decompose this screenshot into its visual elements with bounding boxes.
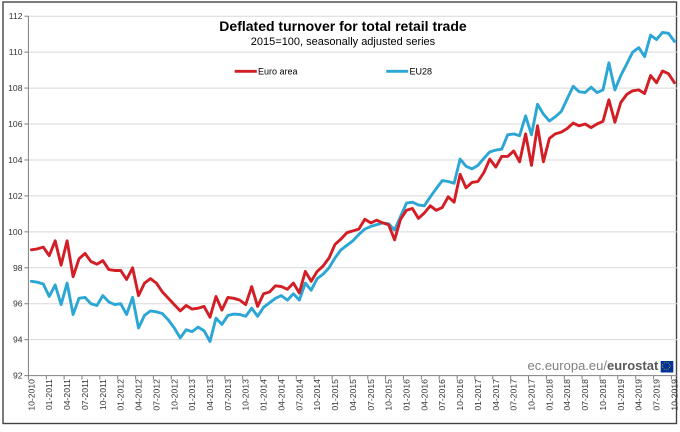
svg-text:04-2012: 04-2012 bbox=[134, 379, 144, 411]
svg-text:10-2015: 10-2015 bbox=[384, 379, 394, 411]
svg-text:10-2012: 10-2012 bbox=[169, 379, 179, 411]
svg-text:106: 106 bbox=[8, 119, 23, 129]
svg-text:112: 112 bbox=[9, 11, 23, 21]
svg-text:100: 100 bbox=[8, 227, 23, 237]
svg-text:04-2016: 04-2016 bbox=[419, 379, 429, 411]
svg-text:01-2016: 01-2016 bbox=[402, 379, 412, 411]
svg-text:94: 94 bbox=[13, 335, 23, 345]
svg-text:2015=100, seasonally adjusted: 2015=100, seasonally adjusted series bbox=[251, 36, 436, 48]
svg-text:07-2011: 07-2011 bbox=[80, 379, 90, 410]
svg-text:04-2011: 04-2011 bbox=[62, 379, 72, 410]
svg-text:04-2015: 04-2015 bbox=[348, 379, 358, 411]
svg-text:07-2015: 07-2015 bbox=[366, 379, 376, 411]
svg-text:01-2018: 01-2018 bbox=[544, 379, 554, 411]
svg-text:01-2019: 01-2019 bbox=[616, 379, 626, 411]
svg-text:04-2013: 04-2013 bbox=[205, 379, 215, 411]
svg-text:98: 98 bbox=[13, 263, 23, 273]
svg-text:01-2012: 01-2012 bbox=[116, 379, 126, 411]
svg-text:96: 96 bbox=[13, 299, 23, 309]
svg-text:Deflated turnover for total re: Deflated turnover for total retail trade bbox=[219, 18, 467, 34]
svg-text:07-2013: 07-2013 bbox=[223, 379, 233, 411]
svg-text:10-2013: 10-2013 bbox=[241, 379, 251, 411]
svg-text:104: 104 bbox=[8, 155, 23, 165]
svg-text:10-2011: 10-2011 bbox=[98, 379, 108, 410]
svg-text:10-2014: 10-2014 bbox=[312, 379, 322, 411]
svg-text:10-2019: 10-2019 bbox=[669, 379, 679, 411]
svg-text:10-2010: 10-2010 bbox=[26, 379, 36, 411]
svg-text:04-2017: 04-2017 bbox=[491, 379, 501, 411]
svg-text:102: 102 bbox=[8, 191, 23, 201]
svg-text:07-2018: 07-2018 bbox=[580, 379, 590, 411]
svg-text:04-2018: 04-2018 bbox=[562, 379, 572, 411]
svg-text:07-2016: 07-2016 bbox=[437, 379, 447, 411]
svg-text:01-2011: 01-2011 bbox=[44, 379, 54, 410]
svg-text:01-2014: 01-2014 bbox=[259, 379, 269, 411]
svg-text:eurostat: eurostat bbox=[607, 358, 659, 373]
svg-text:04-2019: 04-2019 bbox=[634, 379, 644, 411]
svg-text:ec.europa.eu/: ec.europa.eu/ bbox=[527, 358, 607, 373]
svg-text:07-2017: 07-2017 bbox=[509, 379, 519, 411]
svg-text:10-2016: 10-2016 bbox=[455, 379, 465, 411]
svg-text:EU28: EU28 bbox=[410, 66, 433, 76]
svg-text:07-2012: 07-2012 bbox=[151, 379, 161, 411]
svg-text:10-2018: 10-2018 bbox=[598, 379, 608, 411]
svg-text:01-2015: 01-2015 bbox=[330, 379, 340, 411]
svg-text:01-2017: 01-2017 bbox=[473, 379, 483, 411]
svg-text:07-2014: 07-2014 bbox=[294, 379, 304, 411]
svg-text:92: 92 bbox=[13, 371, 23, 381]
svg-text:110: 110 bbox=[9, 47, 23, 57]
svg-text:04-2014: 04-2014 bbox=[276, 379, 286, 411]
svg-text:10-2017: 10-2017 bbox=[527, 379, 537, 411]
svg-text:Euro area: Euro area bbox=[258, 66, 298, 76]
svg-text:01-2013: 01-2013 bbox=[187, 379, 197, 411]
svg-text:108: 108 bbox=[8, 83, 23, 93]
svg-text:07-2019: 07-2019 bbox=[652, 379, 662, 411]
